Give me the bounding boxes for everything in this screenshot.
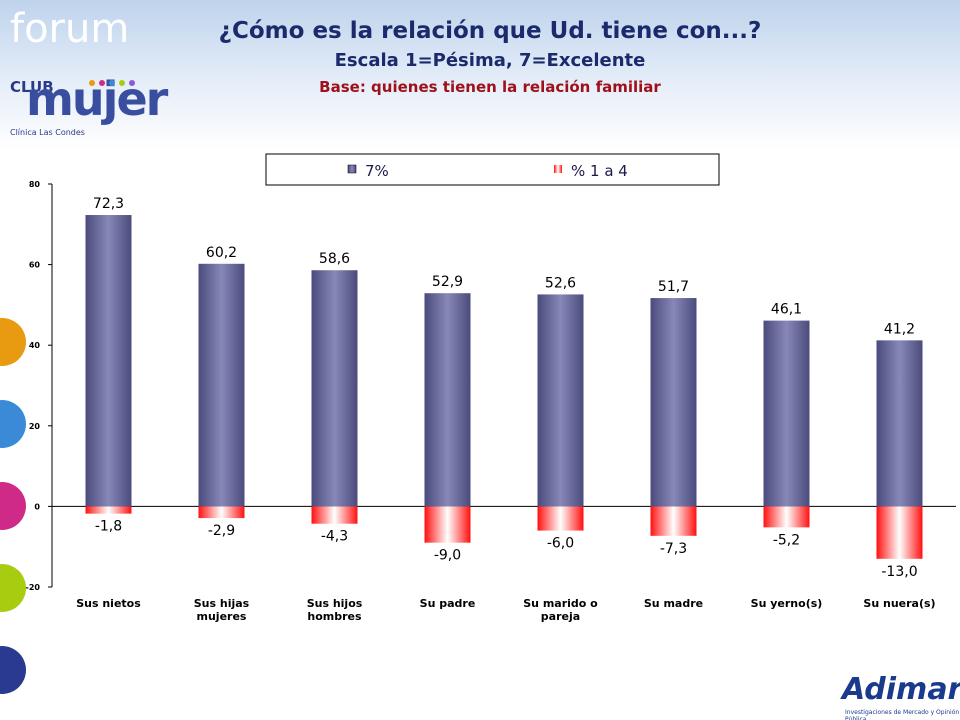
value-label: 72,3: [93, 196, 124, 212]
x-tick-label: Sus nietos: [76, 597, 141, 610]
brand-bottom: Adimark: [842, 672, 960, 707]
y-tick-label: 0: [34, 502, 40, 511]
legend-label: % 1 a 4: [571, 162, 628, 180]
value-label: -7,3: [660, 541, 687, 557]
value-label: 52,6: [545, 275, 576, 291]
value-label: 52,9: [432, 274, 463, 290]
value-label: 41,2: [884, 321, 915, 337]
clinic: Clínica Las Condes: [10, 128, 85, 137]
chart-title: ¿Cómo es la relación que Ud. tiene con..…: [218, 18, 762, 44]
bar: [311, 506, 358, 524]
bar: [85, 215, 132, 507]
x-tick-label: Su madre: [643, 597, 704, 610]
value-label: -9,0: [434, 548, 461, 564]
y-tick-label: 60: [29, 261, 41, 270]
bar: [424, 293, 471, 507]
bar: [198, 506, 245, 519]
x-tick-label: Su marido o pareja: [523, 597, 598, 623]
x-tick-label: Su yerno(s): [750, 597, 823, 610]
decor-circle: [0, 482, 26, 530]
mujer: mujer: [26, 72, 168, 126]
legend-swatch: [554, 165, 562, 173]
value-label: -2,9: [208, 523, 235, 539]
value-label: -5,2: [773, 532, 800, 548]
x-tick-label: Su padre: [419, 597, 476, 610]
bar: [876, 506, 923, 559]
chart-note: Base: quienes tienen la relación familia…: [319, 78, 661, 96]
decor-circle: [0, 400, 26, 448]
chart-subtitle: Escala 1=Pésima, 7=Excelente: [334, 50, 646, 71]
club: CLUB: [10, 78, 54, 96]
value-label: -4,3: [321, 529, 348, 545]
bar: [763, 506, 810, 528]
y-tick-label: 80: [29, 180, 41, 189]
value-label: 58,6: [319, 251, 350, 267]
bar: [311, 270, 358, 507]
x-tick-label: Su nuera(s): [863, 597, 936, 610]
value-label: -13,0: [881, 564, 917, 580]
decor-circle: [0, 318, 26, 366]
bar: [424, 506, 471, 543]
brand-bottom-sub: Investigaciones de Mercado y Opinión Púb…: [845, 709, 960, 720]
bar: [650, 298, 697, 507]
legend-label: 7%: [365, 162, 389, 180]
legend-swatch: [347, 164, 357, 174]
bar: [537, 294, 584, 507]
value-label: -6,0: [547, 536, 574, 552]
bar: [763, 320, 810, 507]
bar: [85, 506, 132, 514]
decor-circle: [0, 646, 26, 694]
value-label: -1,8: [95, 519, 122, 535]
x-tick-label: Sus hijos hombres: [306, 597, 363, 623]
x-tick-label: Sus hijas mujeres: [193, 597, 250, 623]
bar: [537, 506, 584, 531]
y-tick-label: 20: [29, 422, 41, 431]
value-label: 46,1: [771, 302, 802, 318]
legend-box: [265, 153, 720, 186]
decor-circle: [0, 564, 26, 612]
bar: [650, 506, 697, 536]
bar: [198, 263, 245, 507]
bar: [876, 340, 923, 507]
value-label: 60,2: [206, 245, 237, 261]
value-label: 51,7: [658, 279, 689, 295]
y-tick-label: -20: [26, 583, 41, 592]
brand-top: forum: [10, 6, 130, 52]
y-tick-label: 40: [29, 341, 41, 350]
